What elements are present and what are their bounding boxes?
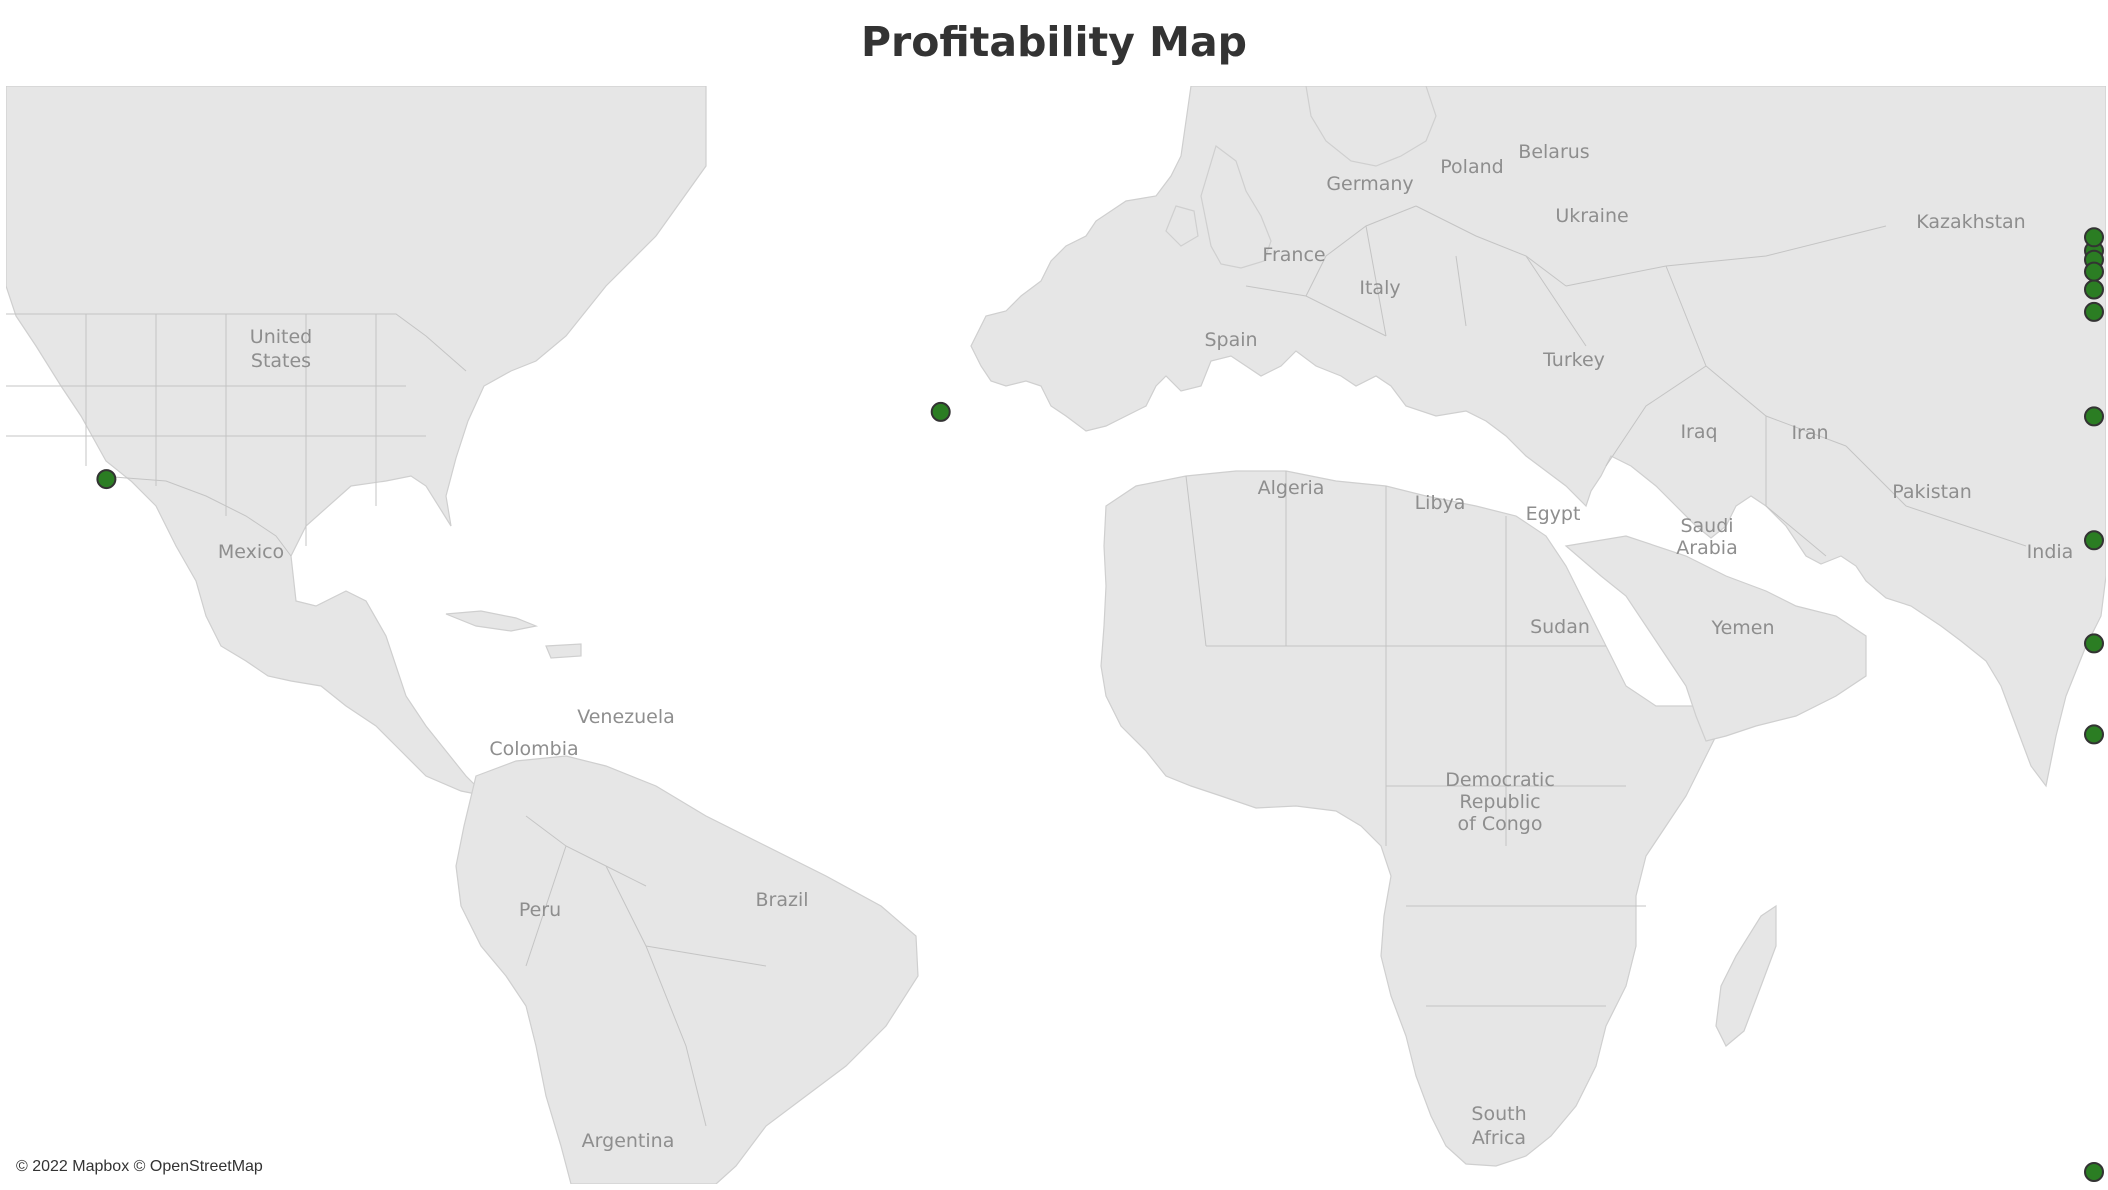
- us-state-lines: [6, 314, 426, 546]
- label-peru: Peru: [519, 899, 561, 921]
- label-pakistan: Pakistan: [1892, 481, 1972, 503]
- label-drc-line3: of Congo: [1458, 813, 1543, 835]
- label-argentina: Argentina: [582, 1130, 675, 1152]
- caribbean-islands: [445, 610, 582, 659]
- us-canada-border: [6, 313, 467, 372]
- map-title: Profitability Map: [860, 18, 1248, 66]
- location-markers[interactable]: [96, 227, 2104, 1182]
- asia-borders: [1565, 225, 2027, 557]
- africa-borders: [1185, 471, 1646, 1007]
- label-kazakhstan: Kazakhstan: [1916, 211, 2025, 233]
- label-saudi-arabia-line1: Saudi: [1680, 515, 1733, 537]
- map-canvas[interactable]: United States Mexico Venezuela Colombia …: [6, 86, 2106, 1184]
- label-germany: Germany: [1326, 173, 1413, 195]
- africa-land: [1100, 470, 1727, 1167]
- location-frankfurt-marker[interactable]: [2084, 261, 2104, 282]
- label-india: India: [2027, 541, 2074, 563]
- label-south-africa-line1: South: [1471, 1103, 1526, 1125]
- label-france: France: [1262, 244, 1325, 266]
- border-lines: [6, 205, 2027, 1127]
- label-belarus: Belarus: [1518, 141, 1589, 163]
- location-tel-aviv-marker[interactable]: [2084, 530, 2104, 551]
- label-turkey: Turkey: [1542, 349, 1605, 371]
- label-venezuela: Venezuela: [577, 706, 675, 728]
- label-ukraine: Ukraine: [1555, 205, 1628, 227]
- location-amsterdam-marker[interactable]: [2084, 227, 2104, 248]
- label-south-africa-line2: Africa: [1472, 1127, 1526, 1149]
- label-italy: Italy: [1359, 277, 1400, 299]
- madagascar: [1715, 904, 1777, 1047]
- europe-borders: [1245, 205, 1587, 347]
- south-america-land: [455, 755, 919, 1184]
- label-spain: Spain: [1204, 329, 1257, 351]
- label-mexico: Mexico: [218, 541, 284, 563]
- location-zurich-marker[interactable]: [2084, 301, 2104, 322]
- map-attribution[interactable]: © 2022 Mapbox © OpenStreetMap: [10, 1156, 269, 1178]
- label-brazil: Brazil: [755, 889, 808, 911]
- arabian-peninsula: [1564, 535, 1867, 742]
- label-colombia: Colombia: [489, 738, 578, 760]
- south-america-borders: [525, 815, 767, 1127]
- label-algeria: Algeria: [1258, 477, 1325, 499]
- location-madrid-marker[interactable]: [2084, 406, 2104, 427]
- scandinavia: [1305, 86, 1437, 167]
- label-iran: Iran: [1791, 422, 1828, 444]
- location-paris-marker[interactable]: [2084, 279, 2104, 300]
- british-isles: [1165, 145, 1272, 269]
- location-mumbai-marker[interactable]: [2084, 724, 2104, 745]
- world-map[interactable]: United States Mexico Venezuela Colombia …: [6, 86, 2106, 1184]
- label-united-states-line1: United: [250, 326, 312, 348]
- label-united-states-line2: States: [251, 350, 311, 372]
- country-labels: United States Mexico Venezuela Colombia …: [218, 141, 2073, 1152]
- label-drc-line1: Democratic: [1445, 769, 1555, 791]
- label-libya: Libya: [1415, 492, 1466, 514]
- location-new-york-marker[interactable]: [930, 401, 951, 422]
- label-poland: Poland: [1440, 156, 1503, 178]
- label-iraq: Iraq: [1680, 421, 1717, 443]
- label-egypt: Egypt: [1526, 503, 1581, 525]
- land-group: [6, 86, 2106, 1184]
- label-drc-line2: Republic: [1459, 791, 1540, 813]
- label-sudan: Sudan: [1530, 616, 1590, 638]
- label-saudi-arabia-line2: Arabia: [1676, 537, 1737, 559]
- label-yemen: Yemen: [1710, 617, 1774, 639]
- north-america-land: [6, 86, 707, 797]
- location-southwest-us-marker[interactable]: [96, 469, 117, 490]
- location-johannesburg-marker[interactable]: [2084, 1162, 2104, 1182]
- location-dubai-marker[interactable]: [2084, 633, 2104, 654]
